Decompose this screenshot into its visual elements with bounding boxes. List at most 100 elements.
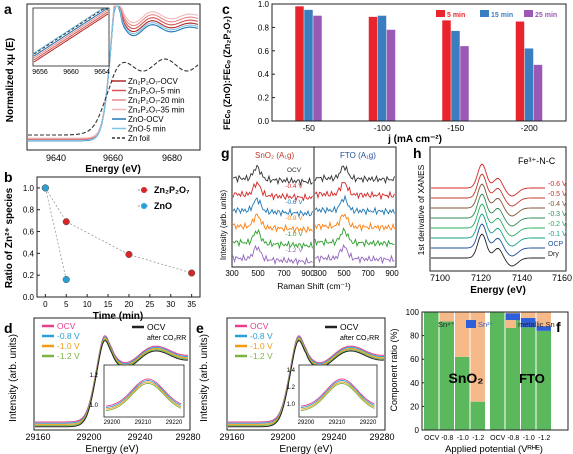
- derivative-curve-h-5: [431, 203, 545, 237]
- bar-c-1-2: [304, 9, 313, 122]
- derivative-curve-h-3: [431, 183, 545, 217]
- bar-c-3-1: [442, 20, 451, 122]
- plot-frame-g-right: [313, 146, 397, 268]
- inset-y-tick-e-1: 1.4: [287, 368, 296, 374]
- plot-title-h: Fe³⁺-N-C: [518, 156, 556, 166]
- xanes-curve-e-1: [228, 335, 385, 423]
- legend-label-e-after: OCV: [340, 322, 359, 332]
- x-tick-b-7: 30: [166, 300, 175, 309]
- inset-x-tick-e-3: 29220: [360, 420, 377, 426]
- raman-curves-g: [232, 164, 395, 266]
- legend-label-e-3: -1.0 V: [250, 341, 273, 351]
- bar-f-6-2: [505, 313, 520, 321]
- inset-x-tick-a-2: 9660: [63, 69, 79, 76]
- inset-x-tick-a-3: 9664: [94, 69, 110, 76]
- plot-frame-a: [26, 3, 201, 151]
- bar-c-4-1: [515, 21, 525, 121]
- x-tick-h-4: 7160: [552, 273, 572, 283]
- x-tick-b-8: 35: [187, 300, 196, 309]
- x-tick-f-5: OCV: [490, 435, 506, 442]
- y-tick-b-1: 0.0: [23, 293, 35, 302]
- trace-label-g-2: -0.4 V: [285, 183, 303, 190]
- legend-label-a-6: ZnO-5 min: [128, 125, 166, 134]
- bar-c-1-3: [313, 15, 322, 122]
- xanes-curve-a-6: [28, 5, 199, 141]
- legend-b: Zn₂P₂O₇ ZnO: [138, 185, 190, 211]
- panel-b: b Ratio of Zn²⁺ species Time (min) 0 5 10 1…: [4, 169, 201, 322]
- plot-frame-c: [271, 3, 567, 122]
- x-tick-g-6: 500: [337, 269, 351, 278]
- legend-label-e-2: -0.8 V: [250, 331, 273, 341]
- legend-label-e-4: -1.2 V: [250, 351, 273, 361]
- inset-frame-d: [103, 364, 185, 418]
- data-point-b-1-3: [125, 250, 133, 259]
- x-tick-b-6: 25: [145, 300, 154, 309]
- panel-letter-h: h: [413, 145, 422, 161]
- y-tick-f-1: 0: [415, 426, 420, 435]
- xanes-curve-e-4: [228, 338, 385, 427]
- inset-curve-a-3: [33, 9, 109, 59]
- bar-f-7-1: [521, 327, 536, 430]
- x-tick-f-2: -0.8: [441, 435, 453, 442]
- y-axis-label-c: FEᴄₒ (ZnO):FEᴄₒ (Zn₂P₂O₇): [222, 16, 232, 130]
- legend-label-c-3: 25 min: [535, 12, 557, 19]
- derivative-curve-h-4: [431, 193, 545, 227]
- xanes-curve-d-2: [35, 336, 189, 424]
- y-tick-f-2: 20: [410, 402, 419, 411]
- trace-label-g-1: OCV: [287, 167, 302, 174]
- legend-label-b-1: Zn₂P₂O₇: [154, 185, 190, 195]
- inset-curve-e-2: [300, 380, 375, 409]
- y-axis-label-f: Component ratio (%): [389, 328, 399, 411]
- panel-a: a Normalized xμ (E) Energy (eV) 9640 966…: [4, 1, 201, 175]
- axis-ticks-c: 0.0 0.2 0.4 0.6 0.8 1.0 -50 -100 -150 -200: [258, 0, 538, 133]
- group-label-fto: FTO: [519, 371, 545, 386]
- panel-g: g Intensity (arb. units) SnO₂ (A₁g) FTO …: [219, 145, 399, 291]
- legend-swatch-f-3: [506, 320, 516, 328]
- inset-x-tick-d-1: 29200: [104, 420, 121, 426]
- xanes-curve-e-3: [228, 337, 385, 425]
- data-point-b-2-1: [41, 184, 49, 192]
- raman-curve-g-R-4: [314, 213, 395, 233]
- x-tick-g-5: 300: [313, 269, 327, 278]
- raman-curve-g-L-2: [232, 181, 313, 202]
- x-axis-label-c: j (mA cm⁻²): [387, 134, 442, 145]
- xanes-curve-d-5: [35, 340, 189, 428]
- x-axis-label-f: Applied potential (Vᴿᴴᴱ): [445, 444, 543, 454]
- x-tick-a-1: 9640: [46, 153, 66, 163]
- x-tick-b-2: 5: [64, 300, 69, 309]
- trace-label-g-3: -0.6 V: [285, 199, 303, 206]
- xanes-curve-a-7: [28, 58, 199, 136]
- y-axis-label-h: 1st derivative of XANES: [416, 164, 426, 255]
- legend-label-a-7: Zn foil: [128, 134, 150, 143]
- trace-label-g-6: -1.2 V: [285, 247, 303, 254]
- x-tick-c-1: -50: [303, 123, 316, 133]
- raman-curve-g-R-5: [314, 227, 395, 249]
- trace-label-h-4: -0.3 V: [548, 211, 567, 218]
- raman-curve-g-L-1: [232, 164, 313, 187]
- legend-swatch-c-2: [480, 10, 489, 17]
- legend-sub-e-after: after CO₂RR: [340, 335, 379, 342]
- legend-label-d-after: OCV: [147, 322, 166, 332]
- legend-label-a-3: Zn₂P₂O₇-20 min: [128, 96, 185, 105]
- x-tick-f-4: -1.2: [472, 435, 484, 442]
- xanes-curve-d-1: [35, 335, 189, 423]
- x-tick-f-6: -0.8: [507, 435, 519, 442]
- x-tick-c-3: -150: [447, 123, 464, 133]
- bar-f-8-2: [536, 326, 551, 331]
- legend-sub-d-after: after CO₂RR: [147, 335, 186, 342]
- legend-label-c-1: 5 min: [447, 12, 465, 19]
- x-tick-b-3: 10: [83, 300, 92, 309]
- panel-c: c FEᴄₒ (ZnO):FEᴄₒ (Zn₂P₂O₇) j (mA cm⁻²) …: [222, 0, 567, 145]
- y-axis-label-g: Intensity (arb. units): [219, 190, 228, 261]
- bar-f-1-1: [424, 312, 439, 430]
- panel-letter-b: b: [4, 169, 13, 185]
- y-tick-b-3: 0.4: [23, 249, 35, 258]
- y-tick-b-2: 0.2: [23, 271, 35, 280]
- bar-c-4-3: [533, 64, 543, 121]
- x-axis-label-g: Raman Shift (cm⁻¹): [277, 281, 351, 291]
- raman-curve-g-L-6: [232, 244, 313, 266]
- axis-ticks-b: 0 5 10 15 20 25 30 35 0.0 0.2 0.4 0.6 0.8 1.0: [23, 184, 197, 309]
- y-tick-f-5: 80: [410, 332, 419, 341]
- x-tick-h-2: 7120: [471, 273, 491, 283]
